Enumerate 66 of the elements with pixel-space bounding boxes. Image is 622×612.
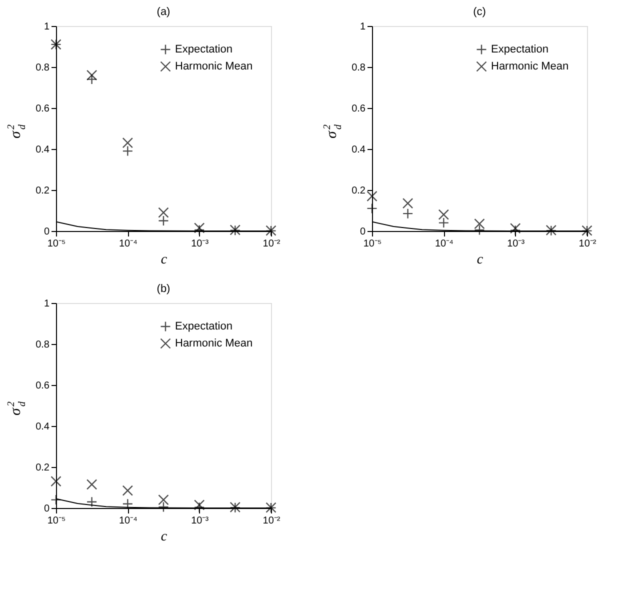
point: [158, 207, 169, 218]
legend-label: Harmonic Mean: [491, 60, 569, 72]
y-tick-label: 0.6: [352, 104, 366, 114]
y-tick-label: 0.4: [352, 144, 366, 156]
point: [194, 500, 205, 510]
legend-label: Harmonic Mean: [175, 338, 253, 350]
y-tick-label: 0.2: [36, 462, 50, 474]
point: [510, 222, 521, 234]
legend-label: Expectation: [491, 44, 548, 56]
y-tick-label: 0.6: [36, 104, 50, 114]
x-tick-label: 10⁻²: [578, 238, 597, 250]
point: [86, 479, 98, 490]
point: [86, 496, 98, 508]
legend-label: Harmonic Mean: [175, 60, 253, 72]
chart-title: (c): [473, 6, 486, 18]
point: [122, 138, 134, 148]
y-tick-label: 0.6: [36, 380, 50, 392]
y-tick-label: 0.8: [36, 340, 50, 350]
point: [438, 209, 450, 220]
chart-title: (b): [156, 283, 170, 295]
point: [158, 494, 169, 506]
y-tick-label: 0: [44, 504, 50, 514]
y-axis-title: σd2: [6, 400, 28, 416]
y-tick-label: 1: [360, 22, 366, 32]
point: [50, 476, 62, 487]
legend-label: Expectation: [175, 320, 232, 332]
x-tick-label: 10⁻³: [191, 516, 210, 526]
y-tick-label: 1: [44, 22, 50, 32]
y-tick-label: 0.4: [36, 422, 50, 432]
chart-title: (a): [156, 6, 170, 18]
point: [366, 190, 378, 202]
x-tick-label: 10⁻⁴: [118, 238, 138, 250]
x-tick-label: 10⁻⁴: [118, 516, 138, 526]
x-tick-label: 10⁻²: [262, 516, 281, 526]
y-tick-label: 0.8: [36, 62, 50, 74]
point: [438, 217, 450, 228]
x-tick-label: 10⁻⁴: [434, 238, 454, 250]
x-tick-label: 10⁻²: [262, 238, 281, 250]
y-tick-label: 0.2: [36, 186, 50, 196]
x-tick-label: 10⁻³: [507, 238, 526, 250]
x-tick-label: 10⁻⁵: [47, 238, 66, 250]
x-axis-title: c: [160, 530, 168, 544]
point: [86, 70, 98, 81]
y-tick-label: 0.8: [352, 62, 366, 74]
x-axis-title: c: [476, 252, 484, 268]
y-axis-title: σd2: [6, 124, 28, 138]
point: [158, 502, 169, 512]
point: [474, 218, 485, 230]
y-tick-label: 0.4: [36, 144, 50, 156]
point: [402, 208, 414, 219]
point: [474, 224, 485, 236]
x-tick-label: 10⁻⁵: [47, 516, 66, 526]
legend-label: Expectation: [175, 44, 232, 56]
y-axis-title: σd2: [322, 124, 344, 138]
y-tick-label: 0: [44, 226, 50, 238]
point: [86, 74, 98, 85]
point: [122, 146, 134, 156]
x-tick-label: 10⁻⁵: [363, 238, 382, 250]
y-tick-label: 0: [360, 226, 366, 238]
point: [122, 485, 134, 496]
y-tick-label: 0.2: [352, 186, 366, 196]
point: [402, 198, 414, 209]
point: [158, 215, 169, 226]
y-tick-label: 1: [44, 298, 50, 310]
x-axis-title: c: [160, 252, 168, 268]
x-tick-label: 10⁻³: [191, 238, 210, 250]
